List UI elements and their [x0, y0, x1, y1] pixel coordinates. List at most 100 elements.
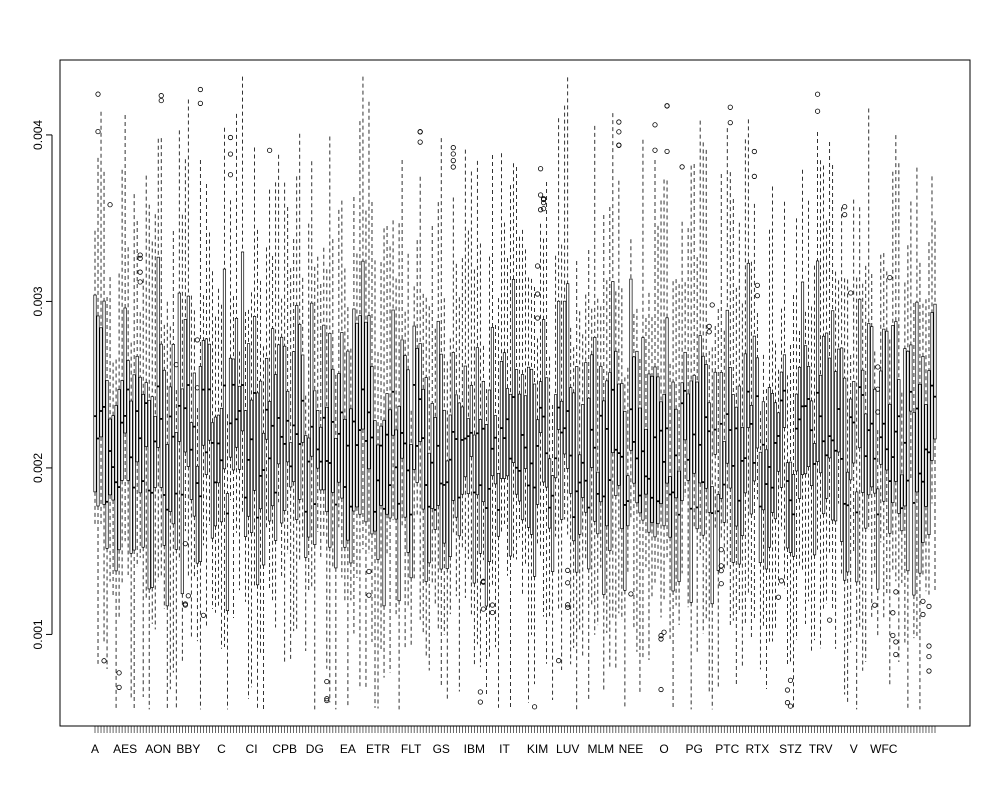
- box-outlier: [534, 315, 541, 321]
- box-outlier: [227, 151, 234, 157]
- box-iqr: [460, 406, 464, 495]
- box-iqr: [108, 418, 112, 496]
- box-iqr: [391, 309, 395, 436]
- box-iqr: [168, 386, 172, 512]
- x-tick-label: O: [659, 742, 668, 756]
- box-iqr: [394, 429, 398, 520]
- x-axis: A AES AON BBY C CI CPB DG EA ETR FLT GS IBM IT KIM LUV M…: [91, 726, 936, 756]
- box-iqr: [219, 407, 224, 523]
- box-iqr: [370, 366, 374, 535]
- box-outlier: [477, 699, 483, 705]
- box-iqr: [770, 393, 774, 513]
- x-tick-label: GS: [433, 742, 450, 756]
- box-iqr: [508, 393, 513, 557]
- box-iqr: [123, 307, 127, 434]
- box-outlier: [658, 636, 664, 642]
- box-iqr: [448, 414, 452, 557]
- box-iqr: [608, 372, 612, 552]
- box-iqr: [382, 419, 386, 607]
- box-iqr: [322, 324, 326, 491]
- box-outlier: [887, 274, 893, 281]
- box-outlier: [661, 629, 667, 635]
- box-outlier: [477, 689, 483, 695]
- box-iqr: [292, 351, 296, 483]
- box-iqr: [810, 400, 814, 487]
- box-outlier: [450, 158, 456, 164]
- box-iqr: [695, 381, 699, 530]
- box-iqr: [909, 344, 913, 412]
- box-iqr: [210, 422, 214, 539]
- box-iqr: [590, 354, 594, 468]
- box-iqr: [734, 406, 738, 527]
- box-outlier: [137, 255, 143, 262]
- box-iqr: [225, 493, 230, 612]
- box-outlier: [814, 108, 821, 114]
- box-iqr: [138, 376, 142, 494]
- box-iqr: [162, 369, 166, 546]
- box-iqr: [686, 393, 690, 481]
- box-outlier: [727, 120, 733, 126]
- box-iqr: [177, 292, 181, 442]
- box-outlier: [137, 269, 143, 275]
- box-outlier: [541, 206, 547, 212]
- box-iqr: [403, 355, 407, 518]
- box-outlier: [541, 196, 547, 203]
- box-iqr: [891, 325, 895, 504]
- box-iqr: [385, 393, 389, 515]
- box-outlier: [116, 684, 122, 690]
- box-iqr: [129, 400, 133, 554]
- box-iqr: [701, 355, 705, 536]
- box-iqr: [900, 474, 904, 532]
- box-iqr: [240, 251, 245, 432]
- box-outlier: [652, 147, 658, 153]
- box-outlier: [890, 610, 896, 616]
- box-iqr: [819, 374, 823, 474]
- box-iqr: [289, 442, 293, 488]
- box-iqr: [301, 354, 305, 443]
- box-outlier: [926, 668, 932, 674]
- box-iqr: [180, 388, 184, 595]
- box-iqr: [566, 283, 570, 469]
- box-iqr: [388, 409, 392, 519]
- x-tick-label: IT: [499, 742, 510, 756]
- box-iqr: [713, 371, 717, 455]
- box-outlier: [920, 598, 926, 604]
- box-iqr: [265, 357, 269, 440]
- box-outlier: [194, 337, 200, 343]
- box-outlier: [664, 103, 670, 109]
- box-outlier: [107, 202, 113, 208]
- box-iqr: [517, 393, 522, 502]
- box-outlier: [658, 686, 664, 693]
- box-iqr: [879, 370, 883, 465]
- box-iqr: [195, 465, 199, 564]
- box-iqr: [493, 415, 497, 485]
- box-iqr: [526, 366, 531, 528]
- box-iqr: [533, 383, 537, 577]
- box-iqr: [822, 335, 826, 515]
- box-iqr: [885, 330, 889, 471]
- box-outlier: [565, 602, 571, 608]
- y-tick-label: 0.001: [31, 619, 45, 649]
- box-iqr: [873, 388, 877, 494]
- box-outlier: [706, 329, 712, 335]
- box-iqr: [271, 328, 275, 507]
- box-outlier: [616, 129, 622, 135]
- box-outlier: [875, 364, 881, 370]
- box-iqr: [186, 295, 190, 467]
- box-iqr: [581, 404, 585, 498]
- box-outlier: [366, 568, 372, 575]
- box-outlier: [534, 291, 541, 297]
- box-outlier: [814, 91, 821, 97]
- box-iqr: [725, 309, 729, 464]
- box-iqr: [325, 406, 329, 513]
- box-series: [93, 76, 937, 710]
- box-iqr: [632, 356, 636, 484]
- box-iqr: [764, 449, 768, 570]
- x-tick-label: BBY: [176, 742, 200, 756]
- box-iqr: [373, 420, 377, 532]
- box-iqr: [222, 268, 227, 470]
- box-outlier: [890, 632, 896, 639]
- box-outlier: [541, 200, 547, 206]
- box-iqr: [153, 415, 157, 488]
- box-iqr: [234, 317, 239, 448]
